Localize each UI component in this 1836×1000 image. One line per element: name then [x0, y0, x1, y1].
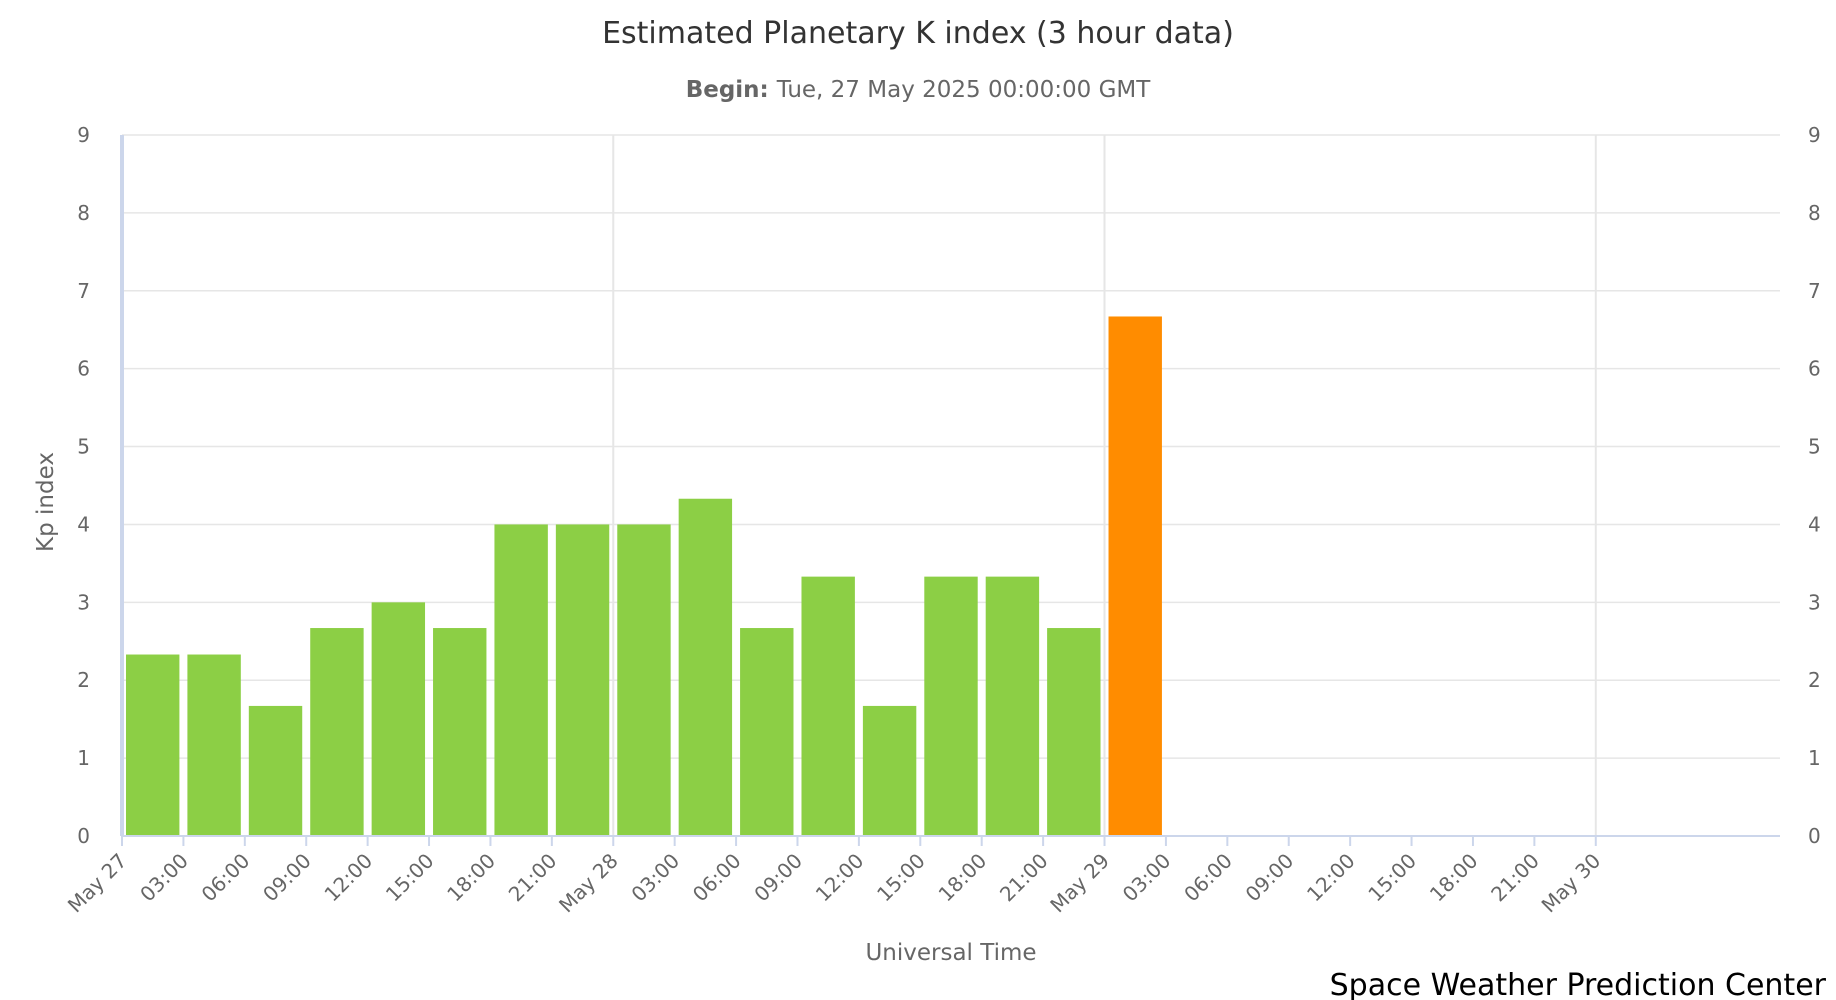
y-tick-label-right: 2: [1808, 668, 1821, 692]
subtitle-value: Tue, 27 May 2025 00:00:00 GMT: [776, 77, 1151, 103]
chart-subtitle: Begin: Tue, 27 May 2025 00:00:00 GMT: [686, 77, 1152, 103]
credit-text: Space Weather Prediction Center: [1330, 968, 1827, 1000]
x-tick-label: 21:00: [1486, 849, 1544, 907]
x-tick-label: 09:00: [258, 849, 316, 907]
y-tick-label-right: 8: [1808, 201, 1821, 225]
axes: [120, 135, 1780, 846]
x-tick-label: May 30: [1537, 849, 1606, 918]
x-tick-label: 09:00: [749, 849, 807, 907]
x-tick-label: 15:00: [872, 849, 930, 907]
x-tick-label: May 27: [63, 849, 132, 918]
x-tick-label: 06:00: [197, 849, 255, 907]
y-tick-label-left: 1: [77, 746, 90, 770]
kp-bar: [862, 705, 917, 836]
y-axis-right-labels: 0 1 2 3 4 5 6 7 8 9: [1808, 123, 1821, 848]
x-tick-label: 15:00: [381, 849, 439, 907]
x-tick-label: May 29: [1045, 849, 1114, 918]
kp-bar: [740, 628, 794, 836]
x-tick-label: 18:00: [934, 849, 992, 907]
x-tick-label: 21:00: [504, 849, 562, 907]
kp-bar: [187, 654, 241, 836]
x-tick-label: 06:00: [1179, 849, 1237, 907]
y-tick-label-right: 1: [1808, 746, 1821, 770]
x-axis-labels: May 27 03:00 06:00 09:00 12:00 15:00 18:00 21:0…: [63, 849, 1605, 918]
kp-bar: [126, 654, 180, 836]
x-tick-label: 03:00: [626, 849, 684, 907]
y-tick-label-right: 4: [1808, 512, 1821, 536]
subtitle-label: Begin:: [686, 77, 769, 103]
y-tick-label-left: 0: [77, 824, 90, 848]
y-axis-left-labels: 0 1 2 3 4 5 6 7 8 9: [77, 123, 90, 848]
kp-bar: [310, 628, 364, 836]
x-tick-label: 18:00: [1425, 849, 1483, 907]
kp-bar: [371, 602, 426, 836]
y-tick-label-right: 5: [1808, 435, 1821, 459]
x-tick-label: 12:00: [319, 849, 377, 907]
y-tick-label-right: 3: [1808, 590, 1821, 614]
y-tick-label-right: 9: [1808, 123, 1821, 147]
x-axis-title: Universal Time: [865, 940, 1036, 966]
kp-bar: [433, 628, 487, 836]
y-tick-label-left: 4: [77, 512, 90, 536]
kp-bar: [801, 576, 855, 836]
kp-bar: [617, 524, 671, 836]
kp-bar: [678, 498, 733, 836]
x-tick-label: 03:00: [135, 849, 193, 907]
y-tick-label-left: 9: [77, 123, 90, 147]
y-tick-label-left: 7: [77, 279, 90, 303]
bar-series: [126, 316, 1162, 837]
x-tick-label: 09:00: [1241, 849, 1299, 907]
kp-bar: [985, 576, 1040, 836]
kp-bar: [924, 576, 978, 836]
kp-bar: [494, 524, 548, 836]
y-tick-label-left: 5: [77, 435, 90, 459]
x-tick-label: 15:00: [1363, 849, 1421, 907]
y-tick-label-left: 2: [77, 668, 90, 692]
y-axis-title: Kp index: [33, 452, 59, 552]
y-tick-label-left: 6: [77, 357, 90, 381]
kp-bar: [555, 524, 610, 836]
kp-bar: [1047, 628, 1101, 836]
y-tick-label-left: 8: [77, 201, 90, 225]
x-tick-label: 12:00: [811, 849, 869, 907]
y-tick-label-right: 6: [1808, 357, 1821, 381]
x-tick-label: 12:00: [1302, 849, 1360, 907]
y-tick-label-right: 0: [1808, 824, 1821, 848]
x-tick-label: May 28: [554, 849, 623, 918]
kp-bar: [1108, 316, 1162, 837]
kp-bar: [248, 705, 303, 836]
y-tick-label-left: 3: [77, 590, 90, 614]
x-tick-label: 03:00: [1118, 849, 1176, 907]
x-tick-label: 21:00: [995, 849, 1053, 907]
x-tick-label: 18:00: [442, 849, 500, 907]
chart-title: Estimated Planetary K index (3 hour data…: [602, 16, 1234, 51]
y-tick-label-right: 7: [1808, 279, 1821, 303]
x-tick-label: 06:00: [688, 849, 746, 907]
